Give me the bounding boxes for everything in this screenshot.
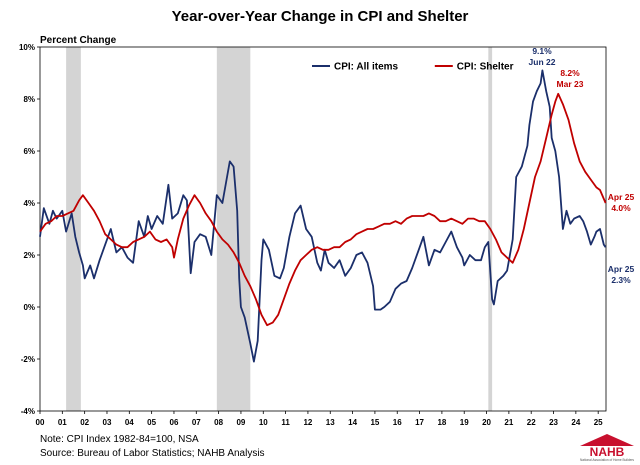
recession-band (216, 47, 251, 411)
x-tick-label: 20 (482, 418, 491, 427)
x-tick-label: 04 (125, 418, 134, 427)
x-tick-label: 10 (259, 418, 268, 427)
x-tick-label: 05 (147, 418, 156, 427)
x-tick-label: 01 (58, 418, 67, 427)
x-tick-label: 15 (370, 418, 379, 427)
y-tick-label: 4% (23, 199, 35, 208)
y-tick-label: 0% (23, 303, 35, 312)
shelter-peak-annotation-value: 8.2% (560, 68, 580, 78)
cpi-peak-annotation-date: Jun 22 (529, 57, 556, 67)
x-tick-label: 13 (326, 418, 335, 427)
logo-subtext: National Association of Home Builders (580, 458, 634, 462)
logo-text: NAHB (590, 445, 625, 459)
x-tick-label: 23 (549, 418, 558, 427)
chart-title: Year-over-Year Change in CPI and Shelter (171, 8, 469, 25)
y-tick-label: -2% (21, 355, 35, 364)
plot-frame (39, 46, 607, 412)
x-tick-label: 25 (594, 418, 603, 427)
cpi-latest-annotation-date: Apr 25 (608, 264, 635, 274)
y-tick-label: 6% (23, 147, 35, 156)
x-tick-label: 22 (527, 418, 536, 427)
x-tick-label: 03 (103, 418, 112, 427)
x-tick-label: 21 (504, 418, 513, 427)
x-tick-label: 17 (415, 418, 424, 427)
x-tick-label: 02 (80, 418, 89, 427)
x-tick-label: 12 (303, 418, 312, 427)
cpi-peak-annotation-value: 9.1% (532, 46, 552, 56)
x-tick-label: 00 (36, 418, 45, 427)
x-tick-label: 18 (437, 418, 446, 427)
x-tick-label: 19 (460, 418, 469, 427)
chart-note: Note: CPI Index 1982-84=100, NSA (40, 434, 199, 445)
x-tick-label: 24 (571, 418, 580, 427)
shelter-latest-annotation-date: Apr 25 (608, 192, 635, 202)
x-tick-label: 14 (348, 418, 357, 427)
shelter-latest-annotation-value: 4.0% (611, 203, 631, 213)
x-tick-label: 16 (393, 418, 402, 427)
x-tick-label: 11 (281, 418, 290, 427)
nahb-logo: NAHB National Association of Home Builde… (580, 434, 634, 462)
x-tick-label: 09 (236, 418, 245, 427)
y-tick-label: 2% (23, 251, 35, 260)
legend-label: CPI: Shelter (457, 62, 514, 73)
cpi-shelter-line (39, 92, 607, 327)
y-tick-label: -4% (21, 407, 35, 416)
logo-roof-icon (580, 434, 634, 446)
cpi-all-items-line (39, 69, 607, 363)
chart-source: Source: Bureau of Labor Statistics; NAHB… (40, 448, 265, 459)
y-tick-label: 10% (19, 43, 35, 52)
shelter-peak-annotation-date: Mar 23 (557, 79, 584, 89)
x-tick-label: 08 (214, 418, 223, 427)
legend-label: CPI: All items (334, 62, 399, 73)
x-tick-label: 06 (170, 418, 179, 427)
y-axis-unit-label: Percent Change (40, 35, 117, 46)
cpi-latest-annotation-value: 2.3% (611, 275, 631, 285)
y-tick-label: 8% (23, 95, 35, 104)
x-tick-label: 07 (192, 418, 201, 427)
